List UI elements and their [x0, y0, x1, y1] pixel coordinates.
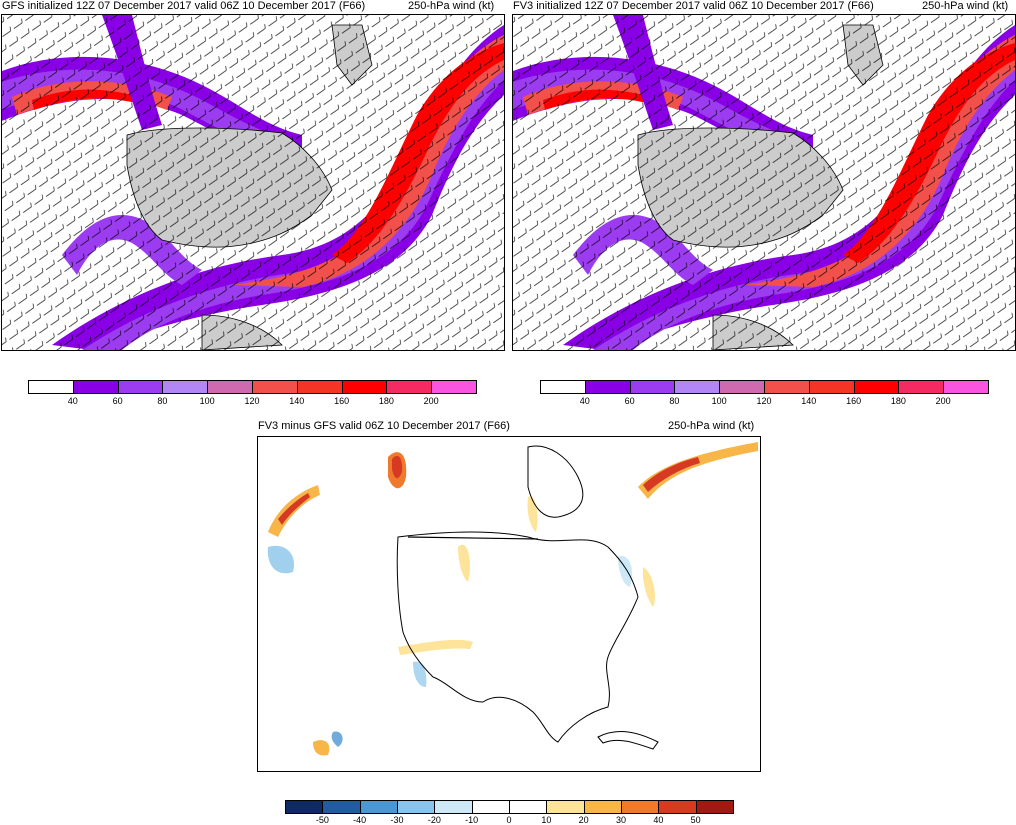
- colorbar-tick-label: 120: [244, 396, 260, 406]
- diff-wind-map-graphic: [258, 437, 760, 771]
- colorbar-swatch: [509, 800, 548, 814]
- colorbar-swatch: [431, 380, 477, 394]
- gfs-wind-map-graphic: [2, 15, 504, 350]
- colorbar-tick-label: 40: [579, 396, 590, 406]
- gfs-wind-colorbar: 40 60 80 100 120 140 160 180 200: [28, 380, 477, 414]
- colorbar-swatch: [162, 380, 209, 394]
- colorbar-tick-label: -30: [390, 815, 404, 825]
- colorbar-swatch: [658, 800, 697, 814]
- colorbar-tick-label: 160: [334, 396, 350, 406]
- diff-panel-title: FV3 minus GFS valid 06Z 10 December 2017…: [258, 420, 510, 432]
- colorbar-tick-label: 140: [801, 396, 817, 406]
- colorbar-tick-label: 50: [690, 815, 701, 825]
- colorbar-swatch: [471, 800, 510, 814]
- colorbar-tick-label: -10: [465, 815, 479, 825]
- colorbar-swatch: [764, 380, 810, 394]
- colorbar-tick-label: 100: [199, 396, 215, 406]
- colorbar-swatch: [808, 380, 855, 394]
- fv3-wind-colorbar: 40 60 80 100 120 140 160 180 200: [540, 380, 989, 414]
- colorbar-swatch: [853, 380, 900, 394]
- colorbar-tick-label: 100: [711, 396, 727, 406]
- gfs-panel-title: GFS initialized 12Z 07 December 2017 val…: [2, 0, 366, 12]
- colorbar-tick-label: 180: [378, 396, 394, 406]
- colorbar-swatch: [28, 380, 74, 394]
- colorbar-swatch: [674, 380, 721, 394]
- colorbar-swatch: [359, 800, 398, 814]
- colorbar-tick-label: 60: [112, 396, 123, 406]
- fv3-panel-title: FV3 initialized 12Z 07 December 2017 val…: [513, 0, 874, 12]
- colorbar-swatch: [117, 380, 164, 394]
- colorbar-swatch: [296, 380, 343, 394]
- gfs-panel-variable: 250-hPa wind (kt): [408, 0, 495, 12]
- colorbar-swatch: [341, 380, 388, 394]
- colorbar-tick-label: 80: [669, 396, 680, 406]
- colorbar-swatch: [540, 380, 586, 394]
- colorbar-swatch: [397, 800, 436, 814]
- colorbar-swatch: [72, 380, 119, 394]
- colorbar-tick-label: -20: [427, 815, 441, 825]
- colorbar-tick-label: 160: [846, 396, 862, 406]
- colorbar-tick-label: 40: [653, 815, 664, 825]
- colorbar-tick-label: 60: [624, 396, 635, 406]
- colorbar-tick-label: -50: [315, 815, 329, 825]
- colorbar-tick-label: 30: [615, 815, 627, 825]
- colorbar-tick-label: 140: [289, 396, 305, 406]
- diff-wind-map: [257, 436, 761, 772]
- colorbar-tick-label: 40: [67, 396, 78, 406]
- colorbar-tick-label: -40: [353, 815, 367, 825]
- colorbar-swatch: [252, 380, 298, 394]
- colorbar-swatch: [434, 800, 473, 814]
- colorbar-swatch: [719, 380, 765, 394]
- colorbar-swatch: [943, 380, 989, 394]
- fv3-panel-variable: 250-hPa wind (kt): [922, 0, 1009, 12]
- colorbar-tick-label: 0: [506, 815, 512, 825]
- colorbar-swatch: [207, 380, 253, 394]
- colorbar-swatch: [621, 800, 660, 814]
- fv3-wind-map: [512, 14, 1016, 351]
- gfs-wind-map: [1, 14, 505, 351]
- colorbar-tick-label: 20: [578, 815, 589, 825]
- colorbar-swatch: [629, 380, 676, 394]
- colorbar-swatch: [322, 800, 361, 814]
- diff-panel-variable: 250-hPa wind (kt): [668, 420, 755, 432]
- diff-colorbar: -50 -40 -30 -20 -10 0 10 20 30 40 50: [285, 800, 734, 825]
- colorbar-tick-label: 180: [890, 396, 906, 406]
- colorbar-swatch: [584, 380, 631, 394]
- colorbar-tick-label: 120: [756, 396, 772, 406]
- colorbar-tick-label: 200: [423, 396, 439, 406]
- colorbar-swatch: [546, 800, 585, 814]
- colorbar-swatch: [285, 800, 324, 814]
- colorbar-tick-label: 80: [157, 396, 168, 406]
- colorbar-swatch: [695, 800, 734, 814]
- colorbar-swatch: [898, 380, 945, 394]
- colorbar-tick-label: 10: [541, 815, 552, 825]
- colorbar-tick-label: 200: [935, 396, 951, 406]
- colorbar-swatch: [386, 380, 433, 394]
- fv3-wind-map-graphic: [513, 15, 1015, 350]
- colorbar-swatch: [583, 800, 622, 814]
